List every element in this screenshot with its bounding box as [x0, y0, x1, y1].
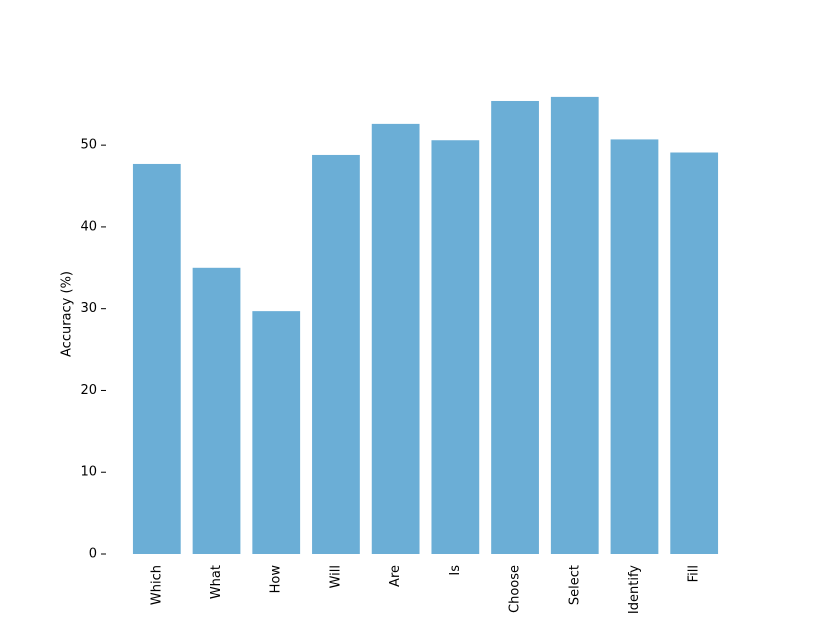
x-tick-label: Are — [388, 565, 403, 587]
y-tick-label: 50 — [80, 138, 97, 153]
x-tick-label: Will — [328, 565, 343, 588]
y-tick-label: 10 — [80, 465, 97, 480]
bar — [670, 152, 719, 554]
y-tick-label: 40 — [80, 219, 97, 234]
x-tick-label: Is — [448, 565, 463, 576]
y-tick-label: 0 — [89, 547, 97, 562]
bar — [192, 267, 241, 554]
x-tick-label: Identify — [627, 565, 642, 614]
x-tick-label: Select — [567, 565, 582, 605]
x-tick-label: Choose — [508, 565, 523, 613]
x-tick-label: Fill — [687, 565, 702, 582]
bar — [312, 154, 360, 554]
y-tick-label: 30 — [80, 301, 97, 316]
y-tick-label: 20 — [80, 383, 97, 398]
x-tick-label: Which — [149, 565, 164, 605]
bar — [491, 100, 539, 554]
bar — [132, 163, 181, 554]
bar — [371, 123, 420, 555]
bar — [252, 311, 301, 554]
bar — [550, 96, 599, 554]
bar — [610, 139, 659, 555]
bar — [431, 140, 480, 554]
x-tick-label: How — [269, 565, 284, 594]
y-axis-label: Accuracy (%) — [60, 271, 75, 357]
x-tick-label: What — [209, 565, 224, 599]
